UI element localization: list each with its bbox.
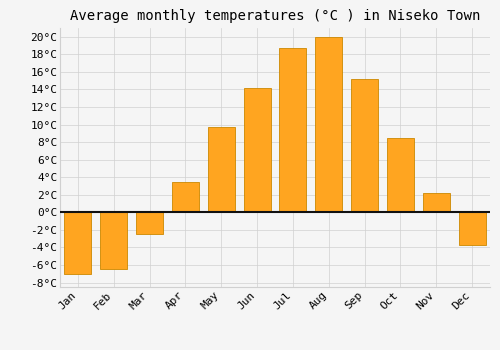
Bar — [244, 88, 270, 212]
Bar — [280, 48, 306, 212]
Bar — [423, 193, 450, 212]
Bar — [64, 212, 92, 274]
Bar — [208, 127, 234, 212]
Bar — [387, 138, 414, 212]
Bar — [458, 212, 485, 245]
Bar — [351, 79, 378, 212]
Title: Average monthly temperatures (°C ) in Niseko Town: Average monthly temperatures (°C ) in Ni… — [70, 9, 480, 23]
Bar — [172, 182, 199, 212]
Bar — [316, 37, 342, 212]
Bar — [136, 212, 163, 234]
Bar — [100, 212, 127, 270]
